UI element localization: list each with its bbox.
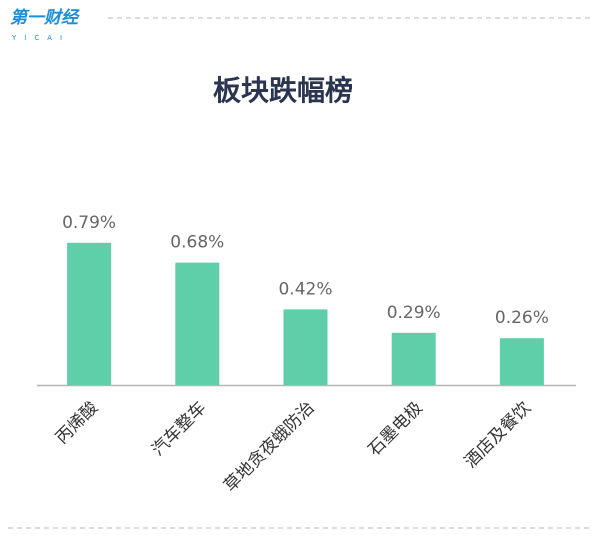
bar (67, 242, 112, 385)
bar (391, 332, 436, 385)
bar (499, 338, 544, 385)
value-label: 0.26% (495, 308, 549, 328)
value-label: 0.29% (387, 303, 441, 323)
logo-sub: YICAI (11, 34, 70, 42)
bar (175, 262, 220, 385)
value-label: 0.68% (170, 233, 224, 253)
value-label: 0.42% (278, 279, 332, 299)
logo: 第一财经 (10, 8, 80, 28)
value-label: 0.79% (62, 213, 116, 233)
chart-title: 板块跌幅榜 (213, 74, 353, 107)
bar (283, 309, 328, 385)
